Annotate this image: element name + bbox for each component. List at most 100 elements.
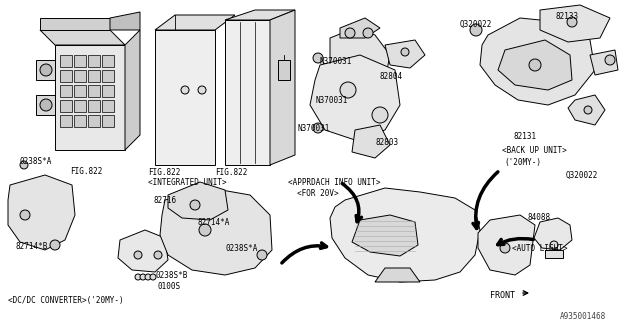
Text: <INTEGRATED UNIT>: <INTEGRATED UNIT> [148,178,227,187]
Text: <AUTO LIGHT>: <AUTO LIGHT> [512,244,568,253]
Bar [60,85,72,97]
Polygon shape [534,218,572,250]
Polygon shape [55,45,125,150]
Polygon shape [155,15,235,30]
Polygon shape [40,18,110,30]
Bar [60,55,72,67]
Polygon shape [310,55,400,140]
Circle shape [145,274,151,280]
Bar [102,70,114,82]
Circle shape [135,274,141,280]
Circle shape [313,123,323,133]
Text: N370031: N370031 [320,57,353,66]
Circle shape [50,240,60,250]
Text: <FOR 20V>: <FOR 20V> [297,189,339,198]
Text: Q320022: Q320022 [566,171,598,180]
Bar [74,100,86,112]
Polygon shape [590,50,618,75]
Circle shape [20,161,28,169]
Polygon shape [225,20,270,165]
Text: 82803: 82803 [375,138,398,147]
Polygon shape [270,10,295,165]
Circle shape [140,274,146,280]
Circle shape [154,251,162,259]
Bar [102,55,114,67]
Circle shape [40,99,52,111]
Bar [88,115,100,127]
Bar [102,115,114,127]
Text: 0238S*A: 0238S*A [20,157,52,166]
Circle shape [470,24,482,36]
Circle shape [372,107,388,123]
Polygon shape [330,188,480,282]
Polygon shape [168,182,228,220]
Text: FIG.822: FIG.822 [215,168,248,177]
Text: A935001468: A935001468 [560,312,606,320]
Polygon shape [375,268,420,282]
Bar [102,85,114,97]
Bar [88,85,100,97]
Text: 82714*A: 82714*A [198,218,230,227]
Polygon shape [352,215,418,256]
Circle shape [40,64,52,76]
Circle shape [20,210,30,220]
Text: <DC/DC CONVERTER>('20MY-): <DC/DC CONVERTER>('20MY-) [8,296,124,305]
Circle shape [550,241,558,249]
Bar [545,250,563,258]
Text: 82714*B: 82714*B [15,242,47,251]
Polygon shape [352,125,390,158]
Text: 0100S: 0100S [158,282,181,291]
Polygon shape [8,175,75,250]
Polygon shape [340,18,380,38]
Circle shape [567,17,577,27]
Circle shape [134,251,142,259]
Bar [60,115,72,127]
Circle shape [584,106,592,114]
Text: 0238S*B: 0238S*B [156,271,188,280]
Polygon shape [36,95,55,115]
Text: <BACK UP UNIT>: <BACK UP UNIT> [502,146,567,155]
Text: 0238S*A: 0238S*A [225,244,257,253]
Text: FRONT: FRONT [490,291,515,300]
Polygon shape [40,30,125,45]
Polygon shape [118,230,168,272]
Text: FIG.822: FIG.822 [148,168,180,177]
Bar [88,100,100,112]
Text: 82131: 82131 [513,132,536,141]
Text: ('20MY-): ('20MY-) [504,158,541,167]
Polygon shape [568,95,605,125]
Bar [74,70,86,82]
Polygon shape [160,188,272,275]
Bar [74,85,86,97]
Circle shape [401,48,409,56]
Bar [74,55,86,67]
Bar [88,70,100,82]
Polygon shape [278,60,290,80]
Polygon shape [110,12,140,30]
Polygon shape [498,40,572,90]
Circle shape [340,82,356,98]
Circle shape [150,274,156,280]
Polygon shape [155,30,215,165]
Polygon shape [385,40,425,68]
Polygon shape [225,10,295,20]
Circle shape [500,243,510,253]
Bar [88,55,100,67]
Polygon shape [540,5,610,42]
Circle shape [363,28,373,38]
Polygon shape [36,60,55,80]
Bar [74,115,86,127]
Polygon shape [478,215,535,275]
Text: 82804: 82804 [380,72,403,81]
Text: 82133: 82133 [555,12,578,21]
Text: Q320022: Q320022 [460,20,492,29]
Polygon shape [330,28,390,95]
Circle shape [181,86,189,94]
Text: FIG.822: FIG.822 [70,167,102,176]
Circle shape [199,224,211,236]
Circle shape [257,250,267,260]
Text: 84088: 84088 [527,213,550,222]
Bar [102,100,114,112]
Circle shape [529,59,541,71]
Bar [60,70,72,82]
